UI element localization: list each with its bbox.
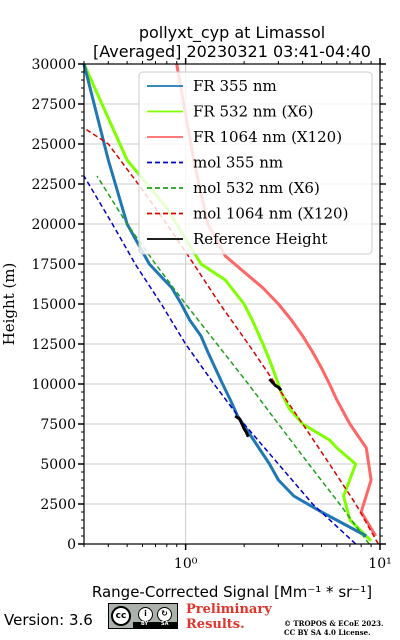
y-tick-label: 10000 <box>31 377 76 393</box>
legend-label: mol 355 nm <box>193 154 283 172</box>
y-tick-label: 15000 <box>31 297 76 313</box>
y-tick-label: 5000 <box>40 457 76 473</box>
legend-label: FR 355 nm <box>193 77 277 95</box>
cc-badge-bar: BY SA <box>133 621 177 628</box>
series-line-fr-355-nm <box>82 63 368 538</box>
y-tick-label: 17500 <box>31 257 76 273</box>
series-line-reference-height <box>234 414 250 438</box>
cc-sa-icon: ↻ <box>157 607 172 622</box>
cc-by-label: BY <box>141 621 149 627</box>
copyright-line-2: CC BY SA 4.0 License. <box>284 628 371 637</box>
y-tick-label: 30000 <box>31 57 76 73</box>
series-line-mol-1064-nm-x120- <box>83 127 379 545</box>
preliminary-notice: Preliminary Results. <box>186 602 272 632</box>
copyright-line-1: © TROPOS & ECoE 2023. <box>284 619 384 628</box>
y-tick-label: 22500 <box>31 177 76 193</box>
legend-label: FR 532 nm (X6) <box>193 103 313 121</box>
y-tick-label: 12500 <box>31 337 76 353</box>
y-tick-label: 27500 <box>31 97 76 113</box>
legend-box <box>138 71 373 255</box>
series-line-fr-532-nm-x6- <box>82 63 373 542</box>
legend-label: FR 1064 nm (X120) <box>193 128 342 146</box>
y-tick-label: 2500 <box>40 497 76 513</box>
series-line-reference-height <box>268 378 283 392</box>
x-tick-label: 10¹ <box>368 556 391 572</box>
legend-label: Reference Height <box>193 230 327 248</box>
y-axis-label: Height (m) <box>0 263 18 346</box>
chart-subtitle: [Averaged] 20230321 03:41-04:40 <box>93 42 371 61</box>
y-tick-label: 0 <box>67 537 76 553</box>
series-line-mol-355-nm <box>83 175 357 545</box>
legend-label: mol 532 nm (X6) <box>193 179 320 197</box>
chart-title: pollyxt_cyp at Limassol <box>139 23 325 43</box>
preliminary-line-1: Preliminary <box>186 602 272 617</box>
x-tick-label: 10⁰ <box>174 556 198 572</box>
cc-icon: cc <box>111 606 131 626</box>
cc-license-badge: cc i ↻ BY SA <box>108 603 178 629</box>
cc-sa-label: SA <box>161 621 169 627</box>
y-tick-label: 20000 <box>31 217 76 233</box>
y-tick-label: 7500 <box>40 417 76 433</box>
chart: pollyxt_cyp at Limassol [Averaged] 20230… <box>0 23 392 600</box>
y-tick-label: 25000 <box>31 137 76 153</box>
preliminary-line-2: Results. <box>186 617 245 632</box>
cc-by-icon: i <box>138 607 153 622</box>
copyright-notice: © TROPOS & ECoE 2023. CC BY SA 4.0 Licen… <box>284 619 383 637</box>
x-axis-label: Range-Corrected Signal [Mm⁻¹ * sr⁻¹] <box>92 583 372 600</box>
version-label: Version: 3.6 <box>4 611 93 629</box>
legend-label: mol 1064 nm (X120) <box>193 205 348 223</box>
